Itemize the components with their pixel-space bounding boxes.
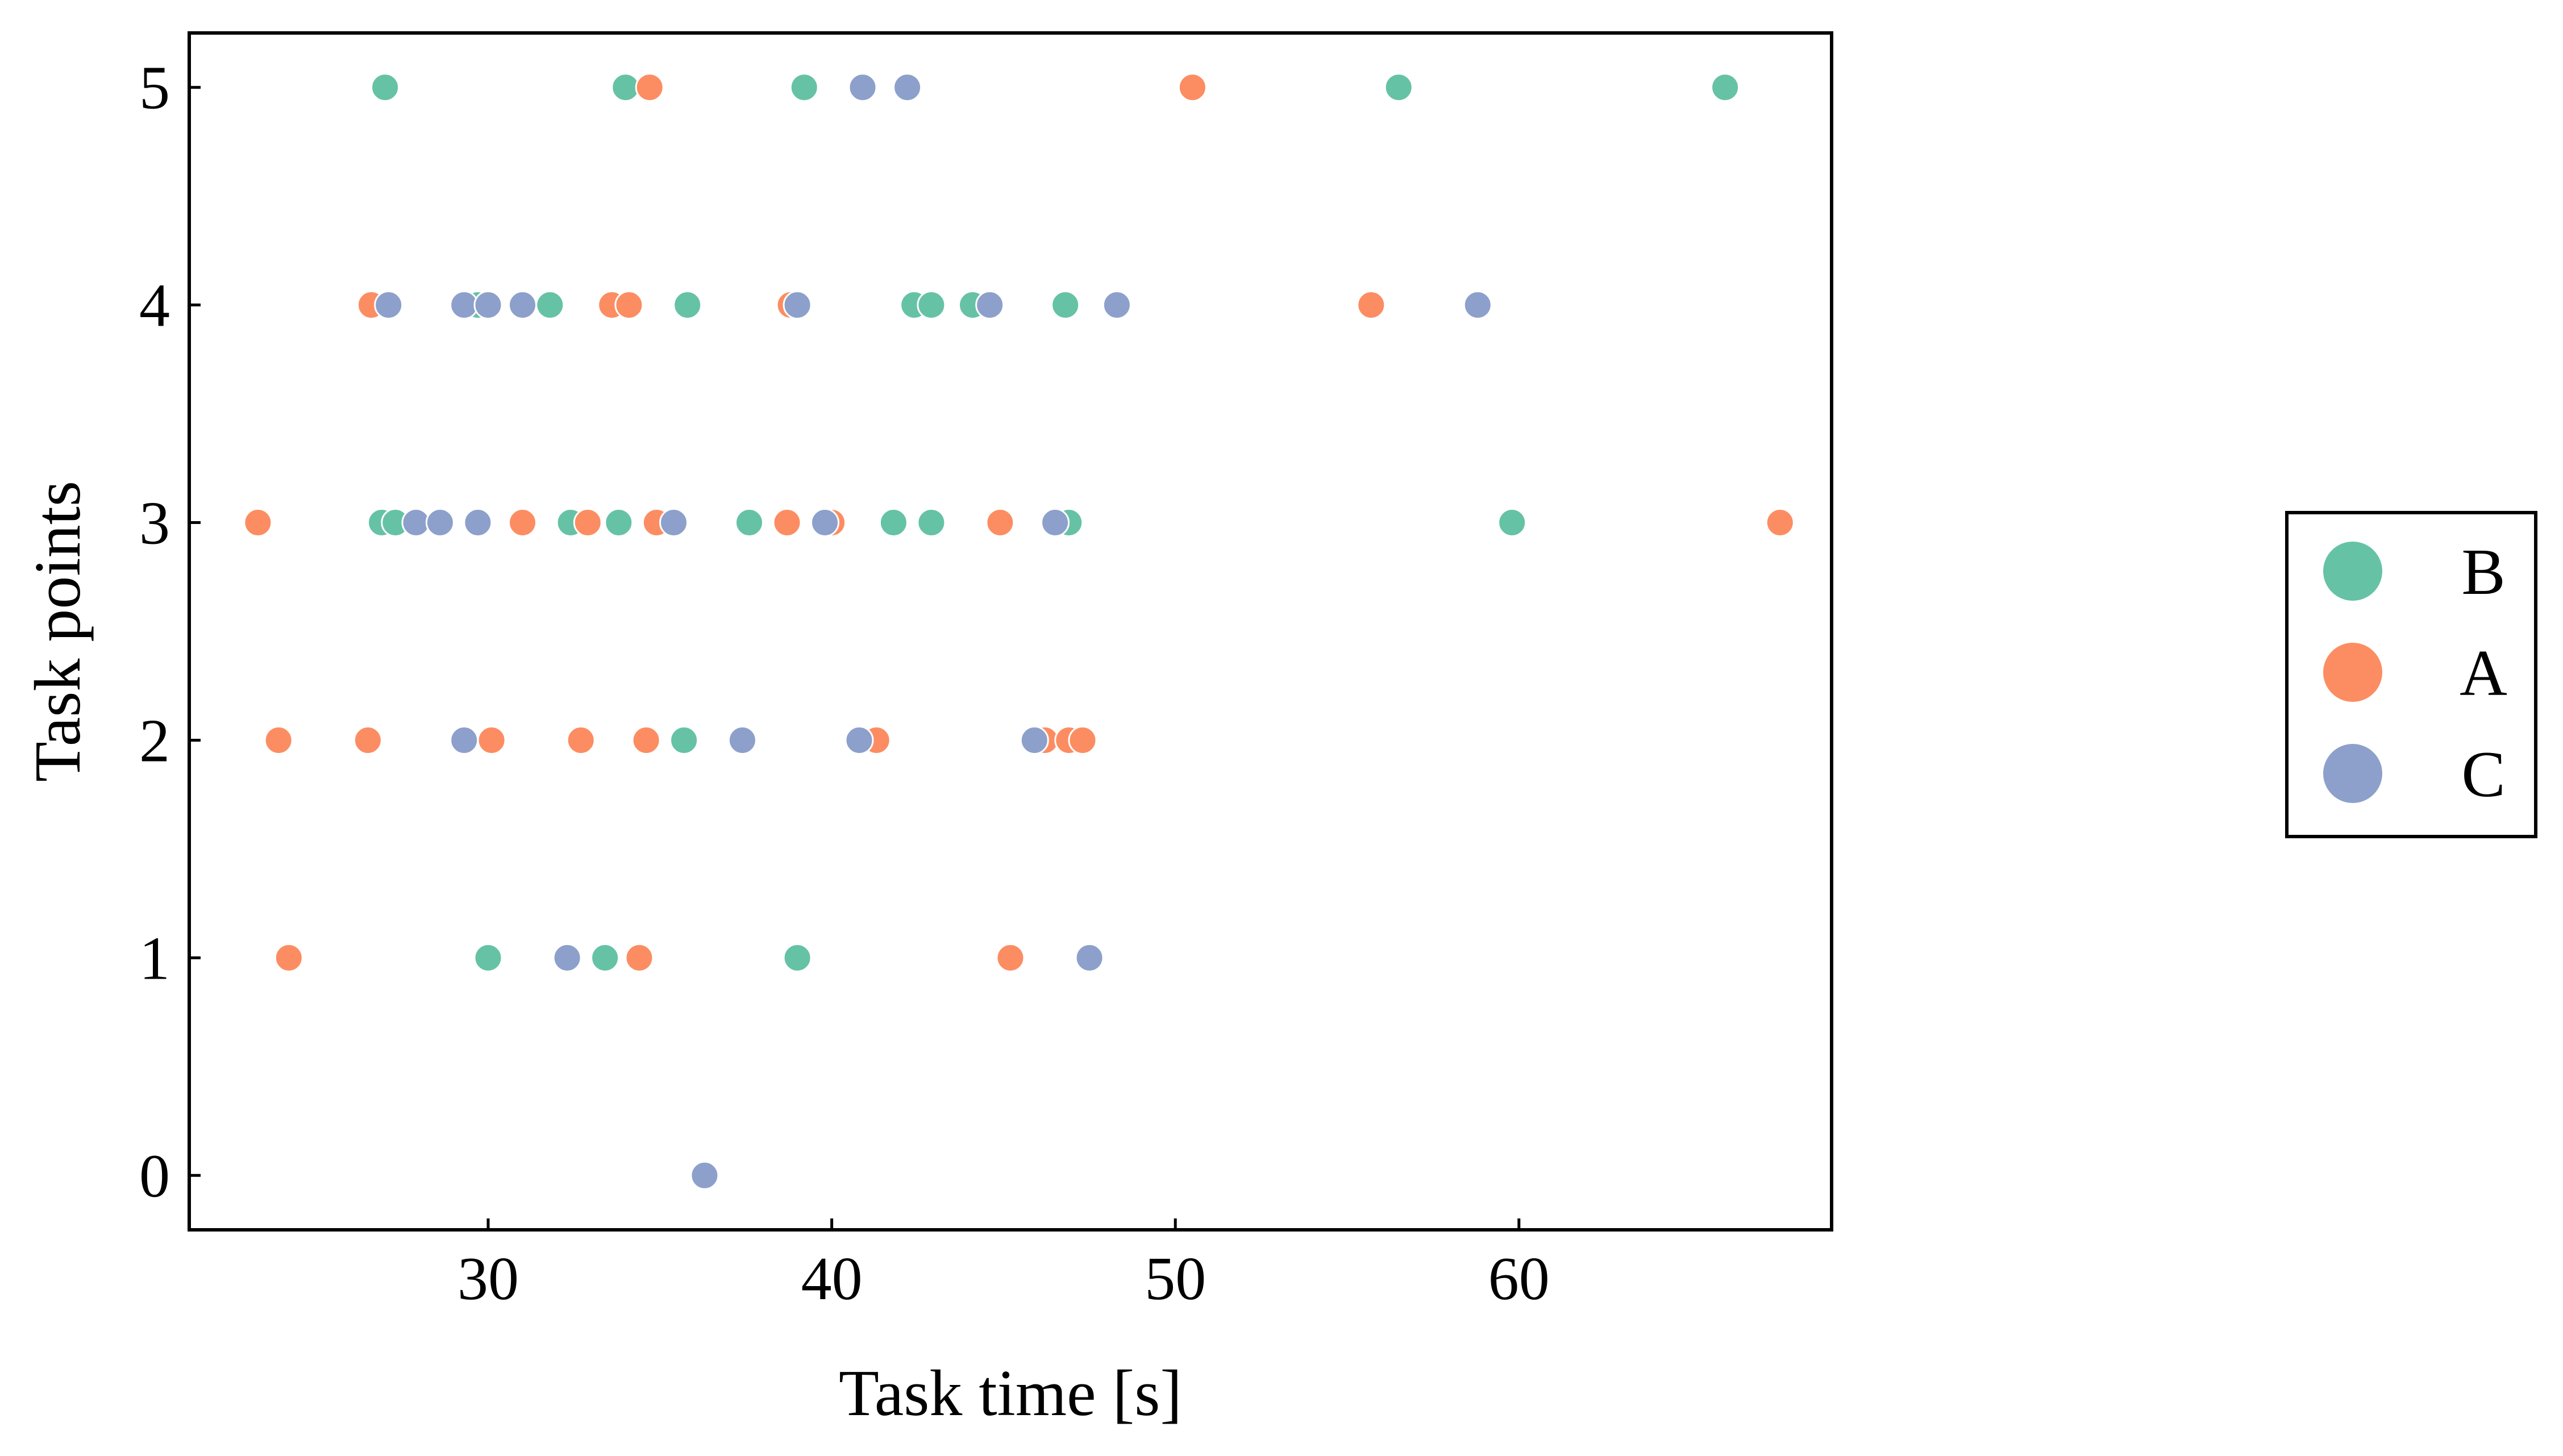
point-B-3	[1384, 73, 1413, 102]
point-C-5	[508, 290, 537, 320]
point-C-22	[690, 1160, 719, 1190]
x-axis-label: Task time [s]	[839, 1357, 1182, 1430]
point-C-0	[848, 73, 877, 102]
point-B-0	[371, 73, 400, 102]
y-tick-label-1: 1	[139, 925, 170, 992]
point-A-8	[508, 508, 537, 537]
point-C-15	[1041, 508, 1070, 537]
x-tick-label-50: 50	[1145, 1245, 1206, 1313]
plot-frame	[188, 31, 1833, 1232]
point-C-16	[450, 726, 479, 755]
point-A-4	[614, 290, 644, 320]
point-C-20	[552, 943, 582, 972]
point-A-11	[772, 508, 802, 537]
point-A-15	[264, 726, 293, 755]
point-B-19	[917, 508, 946, 537]
point-C-21	[1075, 943, 1104, 972]
ticks-layer: 30 40 50 60 0 1 2 3 4 5	[139, 55, 1550, 1313]
legend: BAC	[2285, 511, 2537, 838]
point-C-18	[844, 726, 874, 755]
x-tick-label-30: 30	[457, 1245, 519, 1313]
legend-marker-C	[2321, 742, 2385, 805]
point-B-22	[669, 726, 699, 755]
point-C-4	[473, 290, 503, 320]
point-C-7	[975, 290, 1005, 320]
legend-label-A: A	[2460, 637, 2507, 710]
point-B-2	[789, 73, 819, 102]
point-A-6	[1357, 290, 1386, 320]
legend-marker-A	[2321, 640, 2385, 704]
point-B-10	[917, 290, 946, 320]
point-B-25	[783, 943, 812, 972]
point-B-18	[879, 508, 908, 537]
points-layer	[243, 73, 1795, 1190]
point-A-13	[985, 508, 1015, 537]
y-axis-label: Task points	[22, 481, 94, 782]
point-B-12	[1051, 290, 1080, 320]
point-B-16	[604, 508, 634, 537]
point-C-1	[893, 73, 922, 102]
point-C-6	[783, 290, 812, 320]
point-A-23	[1068, 726, 1097, 755]
point-C-19	[1020, 726, 1049, 755]
y-tick-label-5: 5	[139, 55, 170, 122]
point-A-18	[566, 726, 596, 755]
point-A-9	[573, 508, 602, 537]
point-A-25	[625, 943, 654, 972]
legend-label-C: C	[2461, 738, 2505, 811]
point-C-2	[374, 290, 403, 320]
point-A-14	[1765, 508, 1795, 537]
point-C-11	[425, 508, 455, 537]
point-A-16	[353, 726, 382, 755]
point-A-19	[631, 726, 661, 755]
y-tick-label-2: 2	[139, 707, 170, 775]
point-A-24	[274, 943, 303, 972]
point-B-24	[590, 943, 620, 972]
point-A-26	[996, 943, 1025, 972]
point-C-12	[463, 508, 493, 537]
point-B-1	[611, 73, 640, 102]
y-tick-label-3: 3	[139, 490, 170, 558]
point-A-17	[477, 726, 506, 755]
point-C-13	[659, 508, 688, 537]
point-A-1	[1178, 73, 1207, 102]
point-C-14	[810, 508, 839, 537]
point-B-8	[673, 290, 702, 320]
y-tick-label-0: 0	[139, 1142, 170, 1210]
point-B-23	[473, 943, 503, 972]
point-C-9	[1463, 290, 1492, 320]
point-C-17	[727, 726, 757, 755]
point-B-17	[735, 508, 764, 537]
point-C-8	[1102, 290, 1131, 320]
legend-label-B: B	[2461, 536, 2505, 609]
y-tick-label-4: 4	[139, 272, 170, 340]
point-C-10	[401, 508, 431, 537]
point-B-6	[535, 290, 565, 320]
x-tick-label-60: 60	[1488, 1245, 1550, 1313]
legend-marker-B	[2321, 539, 2385, 603]
point-B-4	[1711, 73, 1740, 102]
point-A-7	[243, 508, 273, 537]
point-A-0	[635, 73, 664, 102]
x-tick-label-40: 40	[801, 1245, 863, 1313]
point-B-21	[1497, 508, 1527, 537]
